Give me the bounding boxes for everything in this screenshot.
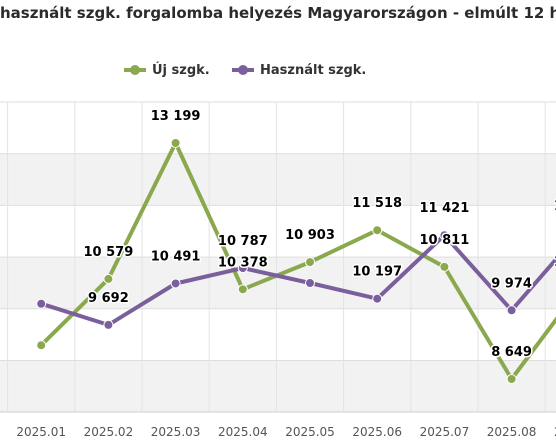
data-label-uj-szgk-2025-06: 11 518 [352, 196, 402, 211]
data-label-uj-szgk-2025-04: 10 378 [218, 255, 268, 270]
data-label-uj-szgk-2025-08: 8 649 [491, 345, 532, 360]
data-point-hasznalt-szgk-2025-08[interactable] [506, 305, 517, 316]
data-point-hasznalt-szgk-2025-05[interactable] [305, 277, 315, 288]
data-labels: 10 579 13 199 10 378 10 903 11 518 10 811 8 64… [82, 108, 556, 362]
grid-band [0, 102, 556, 154]
data-point-uj-szgk-2025-03[interactable] [170, 138, 181, 148]
data-point-uj-szgk-2025-06[interactable] [372, 225, 383, 236]
data-label-uj-szgk-2025-07: 10 811 [420, 233, 470, 248]
data-label-hasznalt-szgk-2025-06: 10 197 [352, 265, 402, 280]
x-tick-label-2025-01: 2025.01 [16, 425, 66, 439]
legend-marker-hasznalt-szgk [232, 65, 254, 75]
grid-band [0, 153, 556, 206]
data-point-hasznalt-szgk-2025-02[interactable] [103, 319, 114, 330]
data-label-hasznalt-szgk-2025-09: 11 460 [554, 199, 556, 214]
legend-item-hasznalt-szgk[interactable]: Használt szgk. [232, 58, 366, 82]
data-label-uj-szgk-2025-03: 13 199 [151, 109, 201, 124]
series-line-uj-szgk [39, 141, 556, 381]
x-tick-label-2025-02: 2025.02 [84, 425, 134, 439]
x-tick-label-2025-04: 2025.04 [218, 425, 268, 439]
data-label-uj-szgk-2025-09: 10 381 [554, 255, 556, 270]
data-label-hasznalt-szgk-2025-04: 10 787 [218, 234, 268, 249]
data-point-uj-szgk-2025-08[interactable] [506, 374, 517, 384]
legend: Új szgk. Használt szgk. [0, 58, 556, 82]
x-tick-label-2025-06: 2025.06 [352, 425, 402, 439]
x-axis-ticks: 2025.01 2025.02 2025.03 2025.04 2025.05 2025.… [16, 425, 556, 439]
data-label-uj-szgk-2025-05: 10 903 [285, 228, 335, 243]
series-line-hasznalt-szgk [39, 233, 556, 327]
x-tick-label-2025-03: 2025.03 [151, 425, 201, 439]
legend-item-uj-szgk[interactable]: Új szgk. [124, 58, 210, 82]
data-point-uj-szgk-2025-07[interactable] [439, 261, 450, 272]
data-point-hasznalt-szgk-2025-03[interactable] [170, 278, 181, 289]
data-point-uj-szgk-2025-05[interactable] [305, 257, 315, 268]
series-hasznalt-szgk [36, 230, 556, 330]
data-point-uj-szgk-2025-02[interactable] [103, 273, 114, 284]
legend-label-uj-szgk: Új szgk. [152, 62, 210, 78]
series-uj-szgk [36, 138, 556, 384]
data-point-hasznalt-szgk-2025-07[interactable] [439, 230, 450, 241]
grid-band [0, 205, 556, 258]
data-label-uj-szgk-2025-02: 10 579 [84, 245, 134, 260]
vertical-grid [7, 102, 546, 412]
data-point-hasznalt-szgk-2025-01[interactable] [36, 298, 47, 309]
x-tick-label-2025-05: 2025.05 [285, 425, 335, 439]
grid-band [0, 308, 556, 361]
x-tick-label-2025-08: 2025.08 [487, 425, 537, 439]
x-tick-label-2025-09: 2025.09 [554, 425, 556, 439]
plot-bands [0, 101, 556, 413]
data-point-uj-szgk-2025-01[interactable] [36, 340, 47, 351]
data-label-hasznalt-szgk-2025-02: 9 692 [88, 291, 129, 306]
data-point-hasznalt-szgk-2025-06[interactable] [372, 293, 383, 304]
data-label-hasznalt-szgk-2025-07: 11 421 [420, 201, 470, 216]
data-label-hasznalt-szgk-2025-08: 9 974 [491, 276, 532, 291]
legend-marker-uj-szgk [124, 65, 146, 75]
data-point-uj-szgk-2025-04[interactable] [237, 284, 248, 295]
data-label-hasznalt-szgk-2025-03: 10 491 [151, 249, 201, 264]
data-point-hasznalt-szgk-2025-04[interactable] [237, 263, 248, 274]
x-tick-label-2025-07: 2025.07 [420, 425, 470, 439]
legend-label-hasznalt-szgk: Használt szgk. [260, 62, 367, 78]
grid-band [0, 360, 556, 413]
chart-title: használt szgk. forgalomba helyezés Magya… [0, 4, 556, 22]
